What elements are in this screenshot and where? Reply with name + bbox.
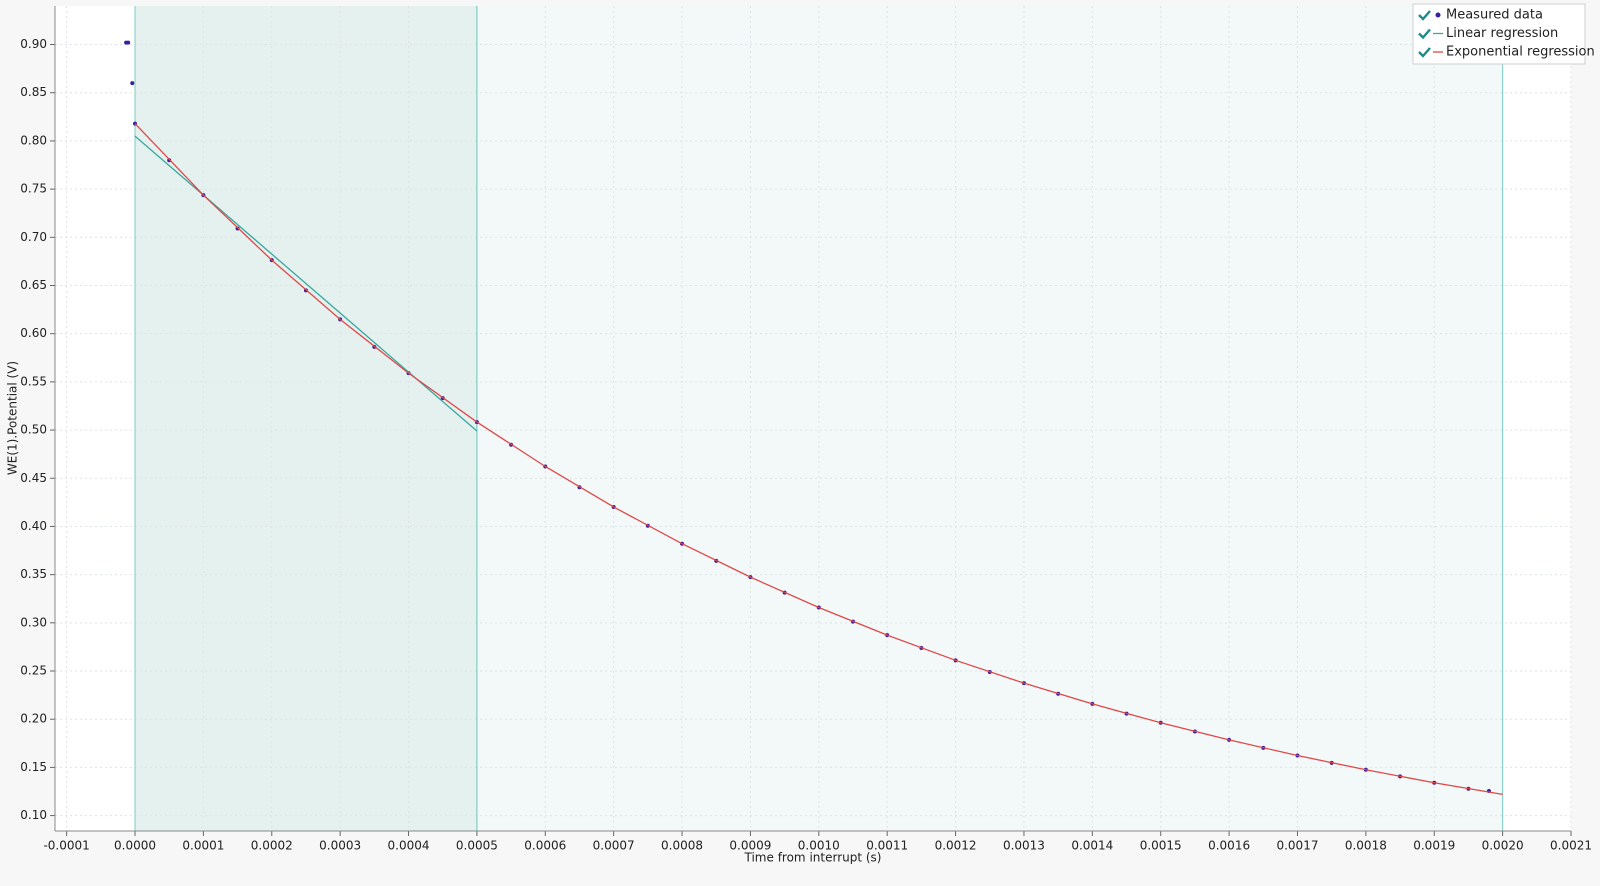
legend-checkbox[interactable]: [1418, 28, 1431, 40]
y-tick-label: 0.55: [20, 374, 47, 388]
legend-swatch: [1435, 12, 1441, 18]
x-tick-label: -0.0001: [43, 839, 89, 853]
y-tick-label: 0.75: [20, 182, 47, 196]
y-tick-label: 0.45: [20, 471, 47, 485]
legend-checkbox[interactable]: [1418, 47, 1431, 58]
x-tick-label: 0.0020: [1482, 839, 1524, 853]
y-tick-label: 0.65: [20, 278, 47, 292]
x-tick-label: 0.0004: [388, 839, 430, 853]
y-tick-label: 0.15: [20, 760, 47, 774]
data-point: [130, 81, 135, 86]
y-tick-label: 0.25: [20, 664, 47, 678]
x-tick-label: 0.0008: [661, 839, 703, 853]
x-tick-label: 0.0005: [456, 839, 498, 853]
fit-range: [476, 6, 1503, 831]
x-tick-label: 0.0003: [319, 839, 361, 853]
y-tick-label: 0.50: [20, 423, 47, 437]
x-tick-label: 0.0016: [1208, 839, 1250, 853]
x-tick-label: 0.0001: [182, 839, 224, 853]
y-tick-label: 0.10: [20, 808, 47, 822]
y-tick-label: 0.60: [20, 326, 47, 340]
y-tick-label: 0.35: [20, 567, 47, 581]
x-tick-label: 0.0010: [798, 839, 840, 853]
y-tick-label: 0.80: [20, 133, 47, 147]
y-axis-label: WE(1).Potential (V): [6, 361, 20, 475]
y-tick-label: 0.30: [20, 615, 47, 629]
y-tick-label: 0.85: [20, 85, 47, 99]
x-tick-label: 0.0015: [1140, 839, 1182, 853]
x-tick-label: 0.0011: [866, 839, 908, 853]
regression-line: [134, 123, 1503, 796]
x-tick-label: 0.0019: [1413, 839, 1455, 853]
x-tick-label: 0.0007: [593, 839, 635, 853]
legend-label: Measured data: [1446, 8, 1543, 23]
x-tick-label: 0.0009: [729, 839, 771, 853]
x-tick-label: 0.0017: [1276, 839, 1318, 853]
x-tick-label: 0.0018: [1345, 839, 1387, 853]
x-tick-label: 0.0006: [524, 839, 566, 853]
x-tick-label: 0.0000: [114, 839, 156, 853]
x-axis-label: Time from interrupt (s): [744, 851, 882, 865]
y-tick-label: 0.70: [20, 230, 47, 244]
legend-label: Linear regression: [1446, 26, 1558, 41]
legend: Measured data Linear regression Exponentia…: [1412, 3, 1595, 65]
y-tick-label: 0.40: [20, 519, 47, 533]
x-tick-label: 0.0012: [935, 839, 977, 853]
y-tick-label: 0.20: [20, 712, 47, 726]
x-tick-label: 0.0014: [1071, 839, 1113, 853]
legend-label: Exponential regression: [1446, 45, 1595, 60]
x-tick-label: 0.0002: [251, 839, 293, 853]
legend-checkbox[interactable]: [1418, 10, 1431, 21]
x-tick-label: 0.0021: [1550, 839, 1592, 853]
x-tick-label: 0.0013: [1003, 839, 1045, 853]
fit-range: [135, 6, 477, 831]
data-point: [126, 40, 131, 45]
y-tick-label: 0.90: [20, 37, 47, 51]
